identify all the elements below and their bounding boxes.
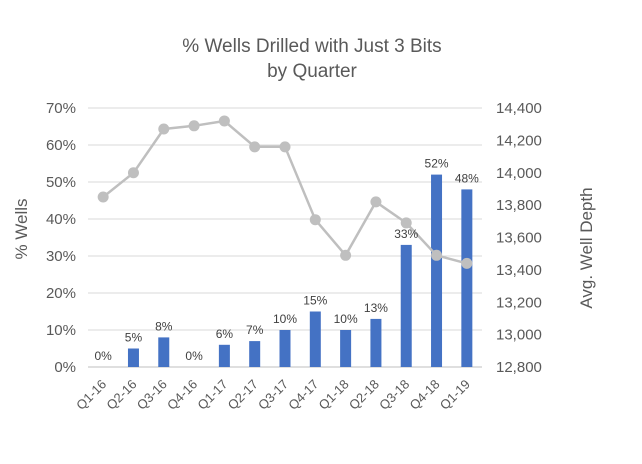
left-tick-label: 50%: [46, 174, 76, 191]
bar-series: [127, 174, 473, 367]
left-tick-label: 30%: [46, 248, 76, 265]
right-axis-label: Avg. Well Depth: [577, 187, 596, 308]
line-point: [249, 141, 261, 153]
bar-data-label: 13%: [364, 301, 388, 315]
right-tick-label: 13,800: [496, 197, 542, 214]
bar-data-label: 8%: [155, 319, 173, 333]
bar: [127, 348, 139, 367]
bar: [340, 330, 352, 367]
line-point: [340, 249, 352, 261]
line-point: [279, 141, 291, 153]
bar: [309, 311, 321, 367]
chart-title-line-2: by Quarter: [267, 61, 357, 82]
bar-data-label: 0%: [185, 349, 203, 363]
bar-data-label: 7%: [246, 323, 264, 337]
line-point: [431, 249, 443, 261]
right-tick-label: 14,200: [496, 132, 542, 149]
left-tick-label: 60%: [46, 137, 76, 154]
right-tick-label: 13,400: [496, 262, 542, 279]
right-tick-label: 13,000: [496, 327, 542, 344]
left-axis-label: % Wells: [12, 198, 31, 259]
bar-data-label: 10%: [334, 312, 358, 326]
chart-title-line-1: % Wells Drilled with Just 3 Bits: [182, 36, 441, 57]
right-tick-label: 14,400: [496, 100, 542, 117]
bar: [370, 318, 382, 367]
data-labels: 0% 5% 8% 0% 6% 7% 10% 15% 10% 13% 33% 52% 48%: [94, 157, 479, 363]
bar-data-label: 6%: [216, 327, 234, 341]
line-point: [461, 257, 473, 269]
bar: [158, 337, 170, 367]
line-point: [400, 217, 412, 229]
left-axis-ticks: 0% 10% 20% 30% 40% 50% 60% 70%: [46, 100, 76, 376]
bar-data-label: 52%: [425, 157, 449, 171]
line-point: [158, 123, 170, 135]
bar: [279, 330, 291, 367]
left-tick-label: 70%: [46, 100, 76, 117]
line-point: [97, 191, 109, 203]
bar-data-label: 5%: [125, 331, 143, 345]
bar: [249, 341, 261, 367]
bar-data-label: 10%: [273, 312, 297, 326]
bar-data-label: 33%: [394, 227, 418, 241]
right-tick-label: 13,600: [496, 230, 542, 247]
bar: [218, 344, 230, 367]
right-tick-label: 12,800: [496, 359, 542, 376]
bar-data-label: 48%: [455, 171, 479, 185]
right-axis-ticks: 12,800 13,000 13,200 13,400 13,600 13,800 14,0…: [496, 100, 542, 376]
line-point: [309, 214, 321, 226]
line-point: [370, 196, 382, 208]
bar-data-label: 15%: [303, 294, 327, 308]
left-tick-label: 20%: [46, 285, 76, 302]
bar-data-label: 0%: [94, 349, 112, 363]
left-tick-label: 10%: [46, 322, 76, 339]
bar: [461, 189, 473, 367]
line-point: [127, 167, 139, 179]
left-tick-label: 0%: [54, 359, 76, 376]
right-tick-label: 13,200: [496, 294, 542, 311]
right-tick-label: 14,000: [496, 165, 542, 182]
line-point: [188, 120, 200, 132]
line-series: [97, 115, 473, 269]
bar: [431, 174, 443, 367]
line-point: [218, 115, 230, 127]
left-tick-label: 40%: [46, 211, 76, 228]
bar: [400, 244, 412, 367]
